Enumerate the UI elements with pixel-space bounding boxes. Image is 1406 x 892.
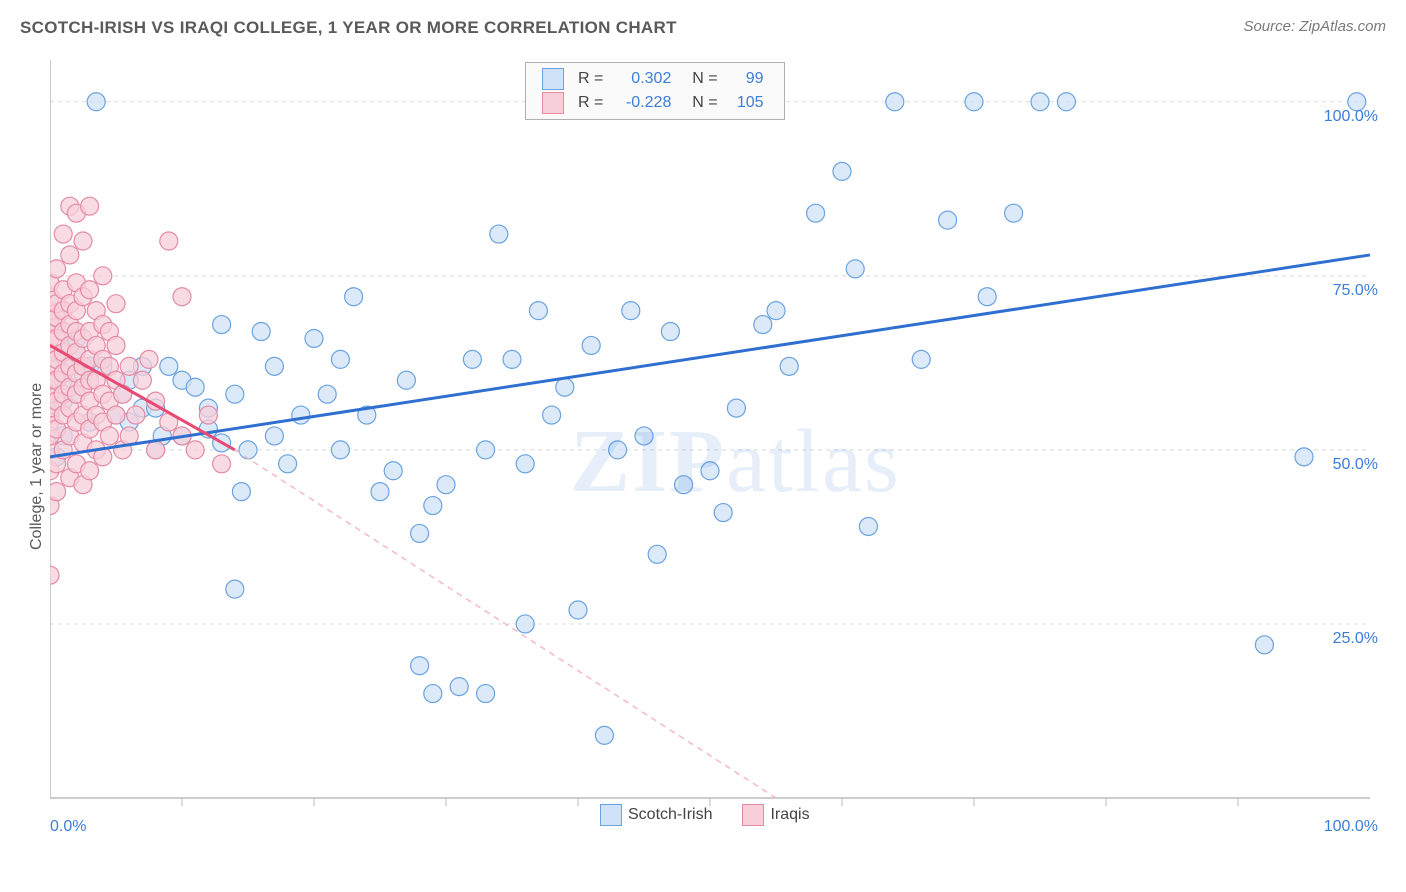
legend-item: Iraqis: [742, 806, 809, 823]
correlation-legend: R =0.302 N =99R =-0.228 N =105: [525, 62, 785, 120]
legend-item: Scotch-Irish: [600, 806, 712, 823]
y-tick-label: 75.0%: [1333, 282, 1378, 300]
y-tick-label: 50.0%: [1333, 456, 1378, 474]
chart-title: SCOTCH-IRISH VS IRAQI COLLEGE, 1 YEAR OR…: [20, 18, 677, 37]
plot-area: ZIPatlas R =0.302 N =99R =-0.228 N =105 …: [50, 60, 1380, 820]
y-tick-label: 100.0%: [1324, 108, 1378, 126]
y-tick-label: 25.0%: [1333, 630, 1378, 648]
series-legend: Scotch-Irish Iraqis: [600, 804, 840, 826]
x-tick-label: 100.0%: [1324, 818, 1378, 836]
source-label: Source: ZipAtlas.com: [1243, 18, 1386, 35]
x-tick-label: 0.0%: [50, 818, 86, 836]
scatter-svg: [50, 60, 1380, 820]
y-axis-title: College, 1 year or more: [28, 383, 46, 550]
